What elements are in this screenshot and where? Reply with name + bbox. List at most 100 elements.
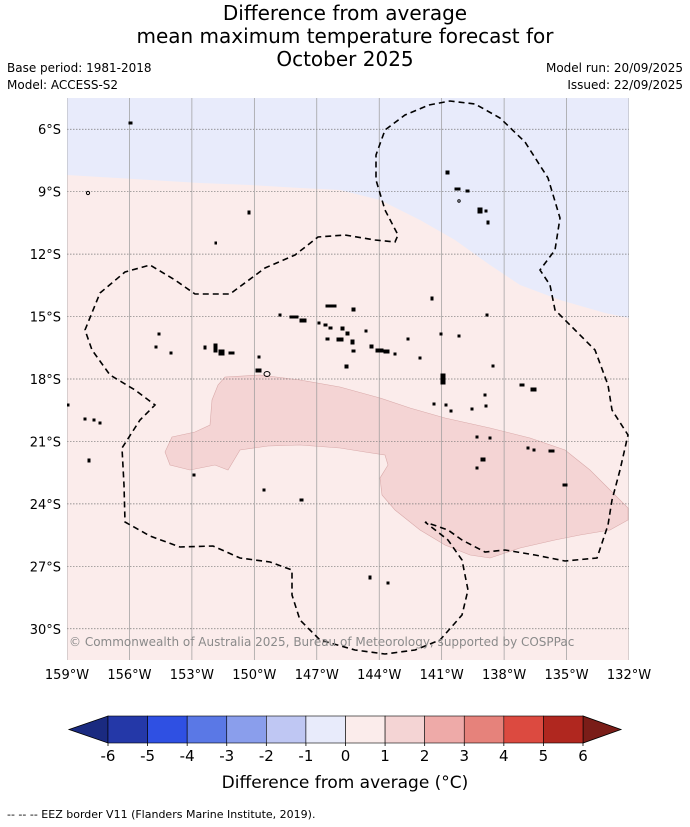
- island: [328, 326, 333, 330]
- island: [457, 334, 461, 338]
- lon-label: 138°W: [482, 668, 526, 683]
- island: [157, 332, 161, 336]
- island: [470, 407, 474, 411]
- lat-label: 24°S: [30, 498, 61, 513]
- model-name: Model: ACCESS-S2: [7, 78, 119, 92]
- colorbar-tick-label: 2: [420, 747, 430, 765]
- colorbar-swatch: [266, 715, 307, 744]
- island: [484, 404, 488, 408]
- island: [299, 498, 304, 502]
- colorbar-tick-label: -2: [259, 747, 274, 765]
- island: [325, 337, 330, 341]
- island: [154, 345, 158, 349]
- lon-label: 147°W: [295, 668, 339, 683]
- island: [278, 313, 282, 317]
- island: [87, 458, 91, 463]
- island: [454, 187, 461, 191]
- island: [98, 421, 102, 425]
- island: [247, 210, 251, 215]
- colorbar-swatch: [345, 715, 386, 744]
- island: [299, 318, 307, 323]
- colorbar-tick-label: 0: [341, 747, 351, 765]
- longitude-labels: 159°W 156°W 153°W 150°W 147°W 144°W 141°W 138°W…: [45, 668, 651, 683]
- title-line-1: Difference from average: [222, 1, 468, 25]
- island: [486, 220, 490, 225]
- title-line-3: October 2025: [276, 47, 414, 71]
- lat-label: 12°S: [30, 248, 61, 263]
- colorbar-swatch: [147, 715, 188, 744]
- island: [477, 207, 483, 214]
- colorbar-label: Difference from average (°C): [221, 773, 469, 793]
- island: [475, 466, 479, 470]
- base-period: Base period: 1981-2018: [7, 61, 152, 75]
- colorbar-swatch: [186, 715, 228, 744]
- island: [393, 352, 397, 356]
- colorbar-tick-label: -1: [298, 747, 313, 765]
- colorbar-swatch: [384, 715, 425, 744]
- island: [432, 402, 436, 406]
- island: [430, 296, 434, 301]
- island: [445, 170, 450, 175]
- island: [214, 241, 217, 245]
- colorbar-tick-label: -6: [101, 747, 116, 765]
- issued-date: Issued: 22/09/2025: [567, 78, 683, 92]
- colorbar-swatch: [543, 715, 584, 744]
- island: [530, 387, 537, 392]
- island: [475, 435, 479, 439]
- colorbar-tick-label: -5: [140, 747, 155, 765]
- lat-label: 9°S: [38, 186, 61, 201]
- lat-label: 6°S: [38, 123, 61, 138]
- island: [203, 345, 207, 350]
- lon-label: 141°W: [420, 668, 464, 683]
- colorbar: -6 -5 -4 -3 -2 -1 0 1 2 3 4 5 6: [67, 715, 623, 765]
- island: [444, 403, 448, 407]
- island: [213, 343, 218, 353]
- island: [340, 326, 345, 331]
- grid-lines: [67, 98, 629, 660]
- eez-footnote: -- -- -- EEZ border V11 (Flanders Marine…: [7, 808, 316, 821]
- title-line-2: mean maximum temperature forecast for: [136, 24, 554, 48]
- island: [519, 383, 525, 387]
- colorbar-tick-label: 3: [459, 747, 469, 765]
- lon-label: 156°W: [107, 668, 151, 683]
- lat-label: 27°S: [30, 560, 61, 575]
- lon-label: 132°W: [607, 668, 651, 683]
- island: [351, 307, 356, 312]
- island: [491, 364, 495, 368]
- colorbar-under-arrow: [67, 715, 109, 744]
- island: [323, 323, 328, 327]
- copyright-text: © Commonwealth of Australia 2025, Bureau…: [69, 635, 574, 649]
- island: [289, 315, 299, 319]
- island: [383, 349, 390, 354]
- island: [369, 344, 374, 349]
- island: [169, 351, 173, 355]
- colorbar-swatch: [463, 715, 505, 744]
- lon-label: 144°W: [357, 668, 401, 683]
- eez-border: [84, 100, 629, 655]
- island: [418, 356, 422, 360]
- island: [485, 313, 489, 317]
- colorbar-tick-label: 4: [499, 747, 509, 765]
- lon-label: 159°W: [45, 668, 89, 683]
- island: [440, 373, 446, 385]
- colorbar-swatch: [226, 715, 267, 744]
- island: [317, 321, 321, 325]
- colorbar-tick-label: 1: [380, 747, 390, 765]
- lat-label: 21°S: [30, 435, 61, 450]
- island: [386, 581, 390, 585]
- island: [368, 575, 372, 580]
- meta-right: Model run: 20/09/2025 Issued: 22/09/2025: [546, 60, 683, 94]
- island: [439, 332, 443, 336]
- island: [483, 393, 487, 397]
- latitude-labels: 6°S 9°S 12°S 15°S 18°S 21°S 24°S 27°S 30°S: [30, 123, 61, 638]
- island: [83, 417, 87, 421]
- island: [364, 329, 368, 333]
- island: [257, 355, 261, 359]
- island: [344, 364, 349, 369]
- colorbar-swatch: [107, 715, 148, 744]
- lon-label: 153°W: [170, 668, 214, 683]
- island: [85, 190, 91, 196]
- lon-label: 150°W: [232, 668, 276, 683]
- island: [263, 371, 271, 377]
